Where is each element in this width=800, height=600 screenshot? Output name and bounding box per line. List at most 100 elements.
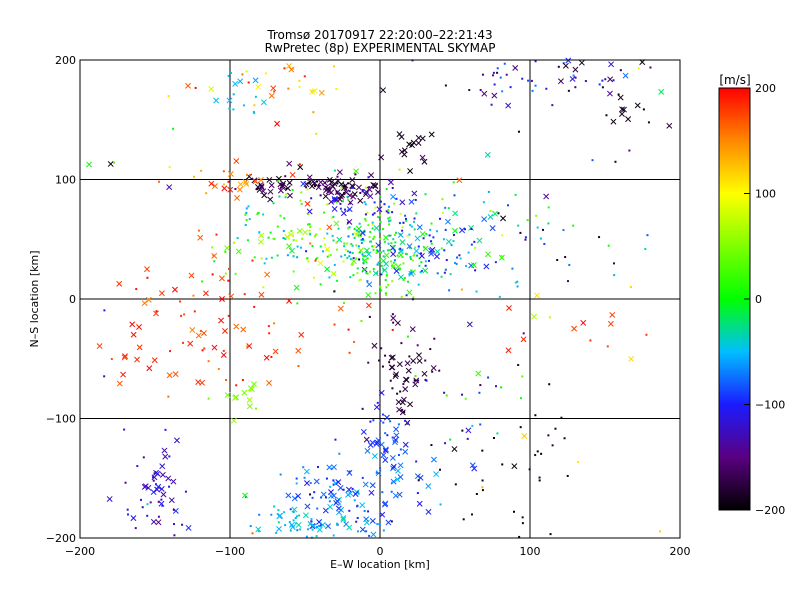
data-point-cross	[340, 515, 347, 521]
data-point-dot	[374, 292, 377, 295]
data-point-cross	[394, 476, 401, 483]
data-point-cross	[241, 492, 248, 499]
data-point-dot	[399, 448, 402, 451]
data-point-dot	[382, 421, 385, 424]
data-point-cross	[390, 193, 397, 200]
data-point-dot	[549, 533, 552, 536]
data-point-dot	[411, 259, 414, 262]
data-point-dot	[369, 420, 372, 423]
data-point-cross	[465, 427, 472, 434]
data-point-dot	[474, 269, 477, 272]
data-point-dot	[471, 424, 474, 427]
data-point-cross	[318, 89, 325, 96]
data-point-dot	[361, 189, 364, 192]
data-point-cross	[304, 503, 311, 510]
data-point-dot	[306, 182, 309, 185]
data-point-dot	[390, 260, 393, 263]
data-point-cross	[264, 271, 271, 278]
data-point-cross	[347, 199, 354, 206]
data-point-dot	[249, 525, 252, 528]
data-point-cross	[402, 376, 409, 383]
data-point-dot	[422, 237, 425, 240]
data-point-dot	[351, 186, 354, 189]
data-point-dot	[519, 426, 522, 429]
data-point-dot	[358, 258, 361, 261]
data-point-cross	[260, 188, 267, 195]
data-point-cross	[291, 506, 298, 513]
data-point-dot	[180, 314, 183, 317]
data-point-dot	[391, 436, 394, 439]
data-point-dot	[246, 345, 249, 348]
data-point-dot	[511, 267, 514, 270]
data-point-dot	[295, 477, 298, 480]
data-point-dot	[315, 132, 318, 135]
data-point-cross	[505, 347, 512, 354]
data-point-cross	[390, 465, 397, 472]
data-point-dot	[473, 240, 476, 243]
data-point-dot	[496, 71, 499, 74]
data-point-dot	[391, 481, 394, 484]
data-point-dot	[292, 239, 295, 242]
data-point-dot	[308, 181, 311, 184]
data-point-cross	[562, 62, 569, 69]
data-point-cross	[375, 242, 382, 249]
data-point-dot	[521, 522, 524, 525]
data-point-cross	[569, 75, 576, 82]
data-point-cross	[444, 218, 451, 225]
data-point-dot	[227, 180, 230, 183]
data-point-cross	[185, 524, 192, 531]
data-point-dot	[428, 259, 431, 262]
data-point-dot	[536, 226, 539, 229]
data-point-cross	[172, 286, 178, 293]
data-point-dot	[369, 270, 372, 273]
data-point-dot	[535, 214, 538, 217]
data-point-cross	[392, 492, 399, 499]
data-point-dot	[262, 213, 265, 216]
data-point-cross	[329, 183, 336, 190]
data-point-cross	[416, 352, 422, 359]
data-point-dot	[452, 181, 455, 184]
data-point-dot	[286, 254, 289, 257]
data-point-dot	[342, 488, 345, 491]
data-point-dot	[458, 254, 461, 257]
data-point-dot	[564, 256, 567, 259]
data-point-cross	[392, 437, 399, 443]
data-point-cross	[346, 469, 353, 476]
data-point-cross	[317, 179, 324, 186]
data-point-cross	[287, 231, 294, 238]
data-point-dot	[347, 227, 350, 230]
data-point-dot	[375, 251, 378, 254]
data-point-dot	[352, 257, 355, 260]
data-point-cross	[378, 441, 385, 448]
data-point-dot	[429, 348, 432, 351]
data-point-dot	[369, 240, 372, 243]
data-point-dot	[649, 66, 652, 69]
data-point-dot	[353, 340, 356, 343]
data-point-dot	[329, 485, 332, 488]
data-point-dot	[335, 279, 338, 282]
data-point-dot	[360, 242, 363, 245]
data-point-dot	[168, 485, 171, 488]
data-point-dot	[538, 476, 541, 479]
data-point-cross	[200, 330, 207, 337]
data-point-dot	[233, 241, 236, 244]
data-point-cross	[362, 191, 369, 198]
data-point-cross	[297, 164, 304, 171]
data-point-dot	[438, 217, 441, 220]
data-point-dot	[318, 524, 321, 527]
data-point-dot	[384, 354, 387, 357]
data-point-dot	[369, 230, 372, 233]
data-point-cross	[393, 371, 400, 378]
data-point-dot	[381, 227, 384, 230]
data-point-dot	[328, 276, 331, 279]
data-point-dot	[454, 229, 457, 232]
data-point-dot	[288, 521, 291, 524]
data-point-cross	[543, 193, 550, 200]
data-point-dot	[292, 67, 295, 70]
data-point-dot	[430, 444, 433, 447]
data-point-dot	[379, 214, 382, 217]
data-point-dot	[391, 328, 394, 331]
data-point-dot	[232, 108, 235, 111]
data-point-dot	[392, 264, 395, 267]
data-point-dot	[234, 188, 237, 191]
